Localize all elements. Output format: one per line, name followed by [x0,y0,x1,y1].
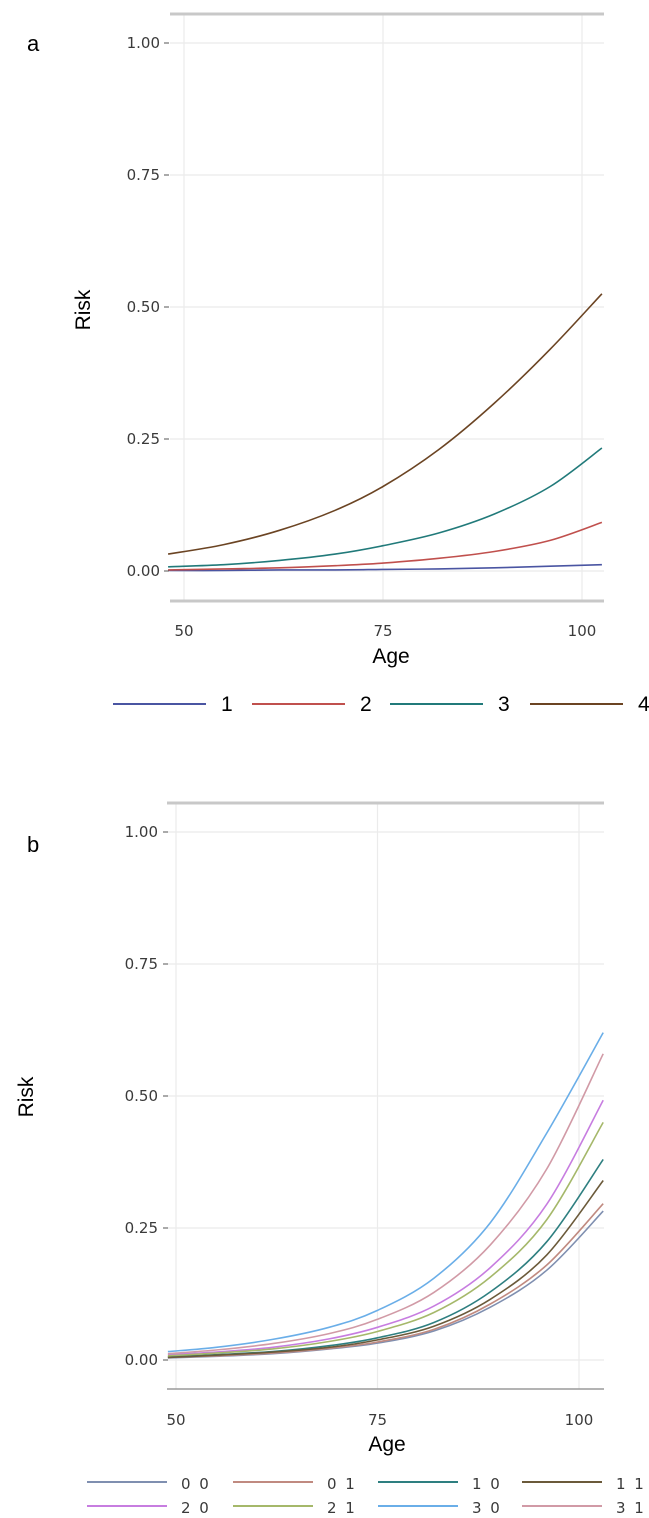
panel-a-series-line-2 [168,521,603,571]
panel-b-series-line-1-1 [167,1180,604,1359]
panel-a-x-tick-label: 50 [174,622,193,640]
panel-a-series-line-4 [167,293,603,555]
panel-a-series-lines [167,293,603,572]
panel-b: b 0.000.250.500.751.00 50 75 100 Risk Age … [15,801,646,1517]
panel-a-grid [170,14,604,601]
panel-a-letter: a [27,31,40,56]
panel-a-y-tick-label: 0.00 [127,562,160,580]
panel-b-x-axis-title: Age [368,1433,405,1456]
legend-label: 1 0 [472,1475,502,1493]
panel-b-x-tick-label: 100 [565,1411,594,1429]
legend-label: 2 1 [327,1499,357,1517]
panel-b-letter: b [27,832,39,857]
legend-item: 3 0 [378,1499,502,1517]
legend-label: 1 1 [616,1475,646,1493]
legend-label: 3 1 [616,1499,646,1517]
legend-item: 0 1 [233,1475,357,1493]
panel-b-x-ticks: 50 75 100 [166,1411,593,1429]
panel-b-series-line-2-0 [167,1099,604,1356]
legend-item: 1 0 [378,1475,502,1493]
panel-a-y-tick-label: 0.50 [127,298,160,316]
panel-a-y-axis-title: Risk [72,289,95,330]
panel-b-plot-area [167,801,604,1390]
panel-a-y-tick-label: 0.25 [127,430,160,448]
legend-label: 3 0 [472,1499,502,1517]
panel-a-y-tick-label: 1.00 [127,34,160,52]
legend-item: 2 [252,693,372,716]
panel-a-x-ticks: 50 75 100 [174,622,596,640]
panel-b-legend: 0 0 0 1 1 0 1 1 2 0 2 1 3 0 3 1 [87,1475,646,1517]
panel-b-series-line-0-1 [167,1203,604,1359]
panel-b-y-ticks: 0.00 0.25 0.50 0.75 1.00 [125,823,168,1369]
legend-item: 1 [113,693,233,716]
panel-b-series-lines [167,1032,604,1359]
panel-b-series-line-3-0 [167,1032,604,1353]
legend-item: 3 1 [522,1499,646,1517]
panel-b-y-axis-title: Risk [15,1076,38,1117]
legend-label: 0 1 [327,1475,357,1493]
panel-a-y-tick-label: 0.75 [127,166,160,184]
legend-label: 2 0 [181,1499,211,1517]
legend-item: 3 [390,693,510,716]
legend-label: 2 [360,693,372,716]
legend-label: 1 [221,693,233,716]
panel-a-x-axis-title: Age [372,645,409,668]
panel-b-y-tick-label: 0.50 [125,1087,158,1105]
panel-a-y-ticks: 0.00 0.25 0.50 0.75 1.00 [127,34,169,580]
panel-a-series-line-1 [168,563,602,572]
panel-b-y-tick-label: 0.00 [125,1351,158,1369]
legend-label: 4 [638,693,649,716]
panel-b-grid [167,803,604,1389]
panel-b-series-line-2-1 [167,1121,604,1357]
panel-b-series-line-1-0 [167,1158,604,1358]
legend-item: 1 1 [522,1475,646,1493]
panel-b-y-tick-label: 1.00 [125,823,158,841]
legend-item: 2 0 [87,1499,211,1517]
legend-label: 0 0 [181,1475,211,1493]
panel-b-y-tick-label: 0.25 [125,1219,158,1237]
panel-b-series-line-3-1 [167,1053,604,1355]
legend-item: 4 [530,693,649,716]
panel-b-x-tick-label: 75 [368,1411,387,1429]
panel-a-legend: 1 2 3 4 [113,693,649,716]
legend-label: 3 [498,693,510,716]
legend-item: 0 0 [87,1475,211,1493]
panel-a-x-tick-label: 100 [568,622,597,640]
panel-a: a 0.000.250.500.751.00 50 75 100 Risk Age … [27,12,649,716]
panel-a-series-line-3 [168,447,603,568]
legend-item: 2 1 [233,1499,357,1517]
panel-b-x-tick-label: 50 [166,1411,185,1429]
panel-a-plot-area [167,12,604,603]
panel-b-y-tick-label: 0.75 [125,955,158,973]
panel-a-x-tick-label: 75 [373,622,392,640]
